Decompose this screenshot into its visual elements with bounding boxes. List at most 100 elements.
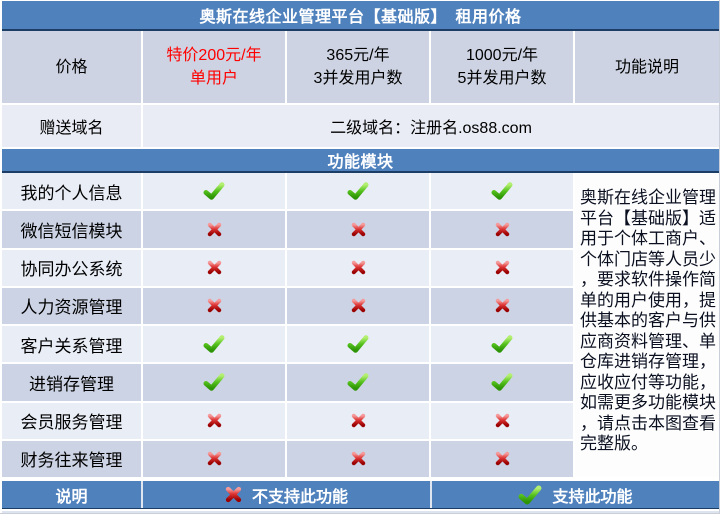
- check-icon: [518, 485, 542, 505]
- legend-label: 说明: [2, 481, 143, 508]
- cross-icon: [207, 451, 222, 466]
- cross-icon: [207, 299, 221, 313]
- price-row-label: 价格: [2, 31, 143, 103]
- cross-icon: [207, 413, 221, 428]
- feature-label: 我的个人信息: [2, 173, 143, 212]
- check-icon: [491, 182, 513, 200]
- check-icon: [203, 182, 225, 200]
- support-mark-no: [431, 211, 575, 250]
- cross-icon: [495, 298, 510, 313]
- feature-label: 客户关系管理: [2, 326, 143, 365]
- feature-label: 微信短信模块: [2, 211, 143, 250]
- support-mark-no: [431, 440, 575, 479]
- cross-icon: [207, 298, 222, 313]
- cross-icon: [351, 222, 365, 237]
- cross-icon: [351, 260, 365, 275]
- cross-icon: [495, 260, 510, 275]
- cross-icon: [351, 451, 366, 466]
- feature-desc-header: 功能说明: [614, 58, 679, 76]
- support-mark-no: [287, 211, 431, 250]
- support-mark-yes: [431, 364, 575, 403]
- section-header-modules: 功能模块: [2, 149, 719, 173]
- bottom-strip: [2, 509, 719, 513]
- cross-icon: [207, 452, 221, 466]
- support-mark-no: [143, 402, 287, 441]
- check-icon: [347, 373, 369, 392]
- cross-icon: [495, 452, 509, 466]
- cross-icon: [351, 298, 366, 313]
- cross-icon: [351, 222, 366, 237]
- plan-description: 奥斯在线企业管理平台【基础版】适用于个体工商户、个体门店等人员少，要求软件操作简…: [575, 173, 719, 479]
- support-mark-yes: [431, 326, 575, 365]
- cross-icon: [207, 222, 222, 237]
- cross-icon: [495, 451, 510, 466]
- check-icon: [203, 373, 225, 392]
- check-icon: [203, 335, 225, 353]
- check-icon: [347, 182, 369, 200]
- feature-table: 奥斯在线企业管理平台【基础版】适用于个体工商户、个体门店等人员少，要求软件操作简…: [2, 173, 719, 479]
- check-icon: [491, 335, 513, 353]
- check-icon: [491, 373, 513, 392]
- plan-5user-price-line2: 5并发用户数: [457, 70, 547, 87]
- support-mark-yes: [143, 364, 287, 403]
- plan-basic-price: 特价200元/年 单用户: [143, 31, 287, 103]
- support-mark-no: [287, 287, 431, 326]
- support-mark-no: [431, 287, 575, 326]
- support-mark-yes: [431, 173, 575, 212]
- legend-row: 说明 不支持此功能 支持此功能: [2, 479, 719, 509]
- cross-icon: [207, 260, 222, 275]
- cross-icon: [351, 452, 365, 466]
- support-mark-no: [287, 402, 431, 441]
- page-title: 奥斯在线企业管理平台【基础版】 租用价格: [2, 1, 719, 31]
- check-icon: [203, 373, 225, 392]
- cross-icon: [495, 413, 510, 428]
- feature-label: 财务往来管理: [2, 440, 143, 479]
- plan-basic-price-line2: 单用户: [189, 70, 238, 87]
- feature-label: 会员服务管理: [2, 402, 143, 441]
- plan-3user-price-line1: 365元/年: [326, 47, 390, 64]
- support-mark-yes: [287, 173, 431, 212]
- domain-row-label: 赠送域名: [2, 105, 143, 147]
- support-mark-no: [143, 287, 287, 326]
- cross-icon: [495, 413, 509, 428]
- support-mark-no: [431, 249, 575, 288]
- support-mark-no: [143, 249, 287, 288]
- support-mark-no: [143, 211, 287, 250]
- feature-label: 协同办公系统: [2, 249, 143, 288]
- cross-icon: [225, 486, 242, 503]
- price-row: 价格 特价200元/年 单用户 365元/年 3并发用户数 1000元/年 5并…: [2, 31, 719, 105]
- support-mark-no: [431, 402, 575, 441]
- domain-row-value: 二级域名：注册名.os88.com: [330, 120, 532, 137]
- check-icon: [491, 182, 513, 200]
- support-mark-yes: [287, 364, 431, 403]
- cross-icon: [207, 222, 221, 237]
- support-mark-no: [287, 249, 431, 288]
- check-icon: [203, 182, 225, 200]
- plan-3user-price-line2: 3并发用户数: [313, 70, 403, 87]
- feature-label: 进销存管理: [2, 364, 143, 403]
- legend-supported-text: 支持此功能: [552, 488, 633, 506]
- feature-label: 人力资源管理: [2, 287, 143, 326]
- support-mark-yes: [143, 173, 287, 212]
- legend-not-supported: 不支持此功能: [143, 481, 432, 508]
- support-mark-no: [143, 440, 287, 479]
- plan-5user-price-line1: 1000元/年: [465, 47, 539, 64]
- check-icon: [347, 335, 369, 353]
- check-icon: [491, 335, 513, 353]
- plan-5user-price: 1000元/年 5并发用户数: [431, 31, 575, 103]
- cross-icon: [495, 222, 510, 237]
- cross-icon: [351, 413, 365, 428]
- cross-icon: [351, 413, 366, 428]
- domain-row: 赠送域名 二级域名：注册名.os88.com: [2, 105, 719, 149]
- legend-supported: 支持此功能: [432, 481, 719, 508]
- cross-icon: [207, 413, 222, 428]
- check-icon: [347, 373, 369, 392]
- cross-icon: [351, 299, 365, 313]
- cross-icon: [495, 260, 509, 275]
- cross-icon: [207, 260, 221, 275]
- check-icon: [347, 182, 369, 200]
- check-icon: [203, 335, 225, 353]
- cross-icon: [351, 260, 366, 275]
